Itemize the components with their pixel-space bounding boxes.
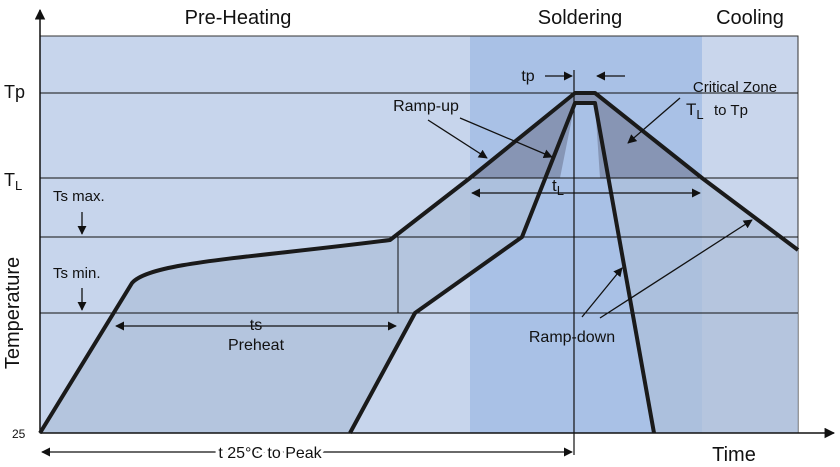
- max-profile-curve: [38, 91, 800, 435]
- ramp-up-label: Ramp-up: [393, 98, 459, 115]
- ts-max-label: Ts max.: [53, 188, 105, 205]
- ramp-down-arrow-2: [599, 219, 753, 319]
- ramp-up-arrow-1: [427, 119, 488, 159]
- phase-label-cooling: Cooling: [716, 7, 784, 29]
- critical-tl-label: TL: [686, 100, 704, 122]
- x-axis-label: Time: [712, 444, 756, 466]
- tl-level-label-sub: L: [15, 178, 22, 193]
- tl-interval-label: tL: [552, 176, 564, 198]
- y-axis-label: Temperature: [2, 257, 24, 369]
- tl-interval-label-main: t: [552, 176, 557, 195]
- t25-peak-label: t 25°C to Peak: [218, 445, 322, 462]
- origin-label: 25: [12, 427, 26, 441]
- critical-tl-label-main: T: [686, 100, 696, 119]
- phase-label-preheating: Pre-Heating: [185, 7, 292, 29]
- phase-label-soldering: Soldering: [538, 7, 623, 29]
- tp-level-label: Tp: [4, 82, 25, 102]
- tl-level-label: TL: [4, 170, 22, 193]
- critical-tl-label-sub: L: [696, 107, 703, 122]
- critical-zone-region: [470, 93, 702, 178]
- ramp-down-arrow-1: [581, 267, 623, 318]
- critical-zone-arrow: [627, 97, 681, 144]
- preheat-label: Preheat: [228, 337, 285, 354]
- ts-min-label: Ts min.: [53, 265, 101, 282]
- min-profile-curve: [348, 101, 656, 434]
- tp-interval-label: tp: [521, 68, 534, 85]
- ramp-up-arrow-2: [459, 117, 553, 158]
- ts-label: ts: [250, 317, 262, 334]
- critical-to-label: to Tp: [714, 102, 748, 119]
- tl-level-label-main: T: [4, 170, 15, 190]
- ramp-down-label: Ramp-down: [529, 329, 615, 346]
- tl-interval-label-sub: L: [557, 183, 564, 198]
- critical-zone-label: Critical Zone: [693, 79, 777, 96]
